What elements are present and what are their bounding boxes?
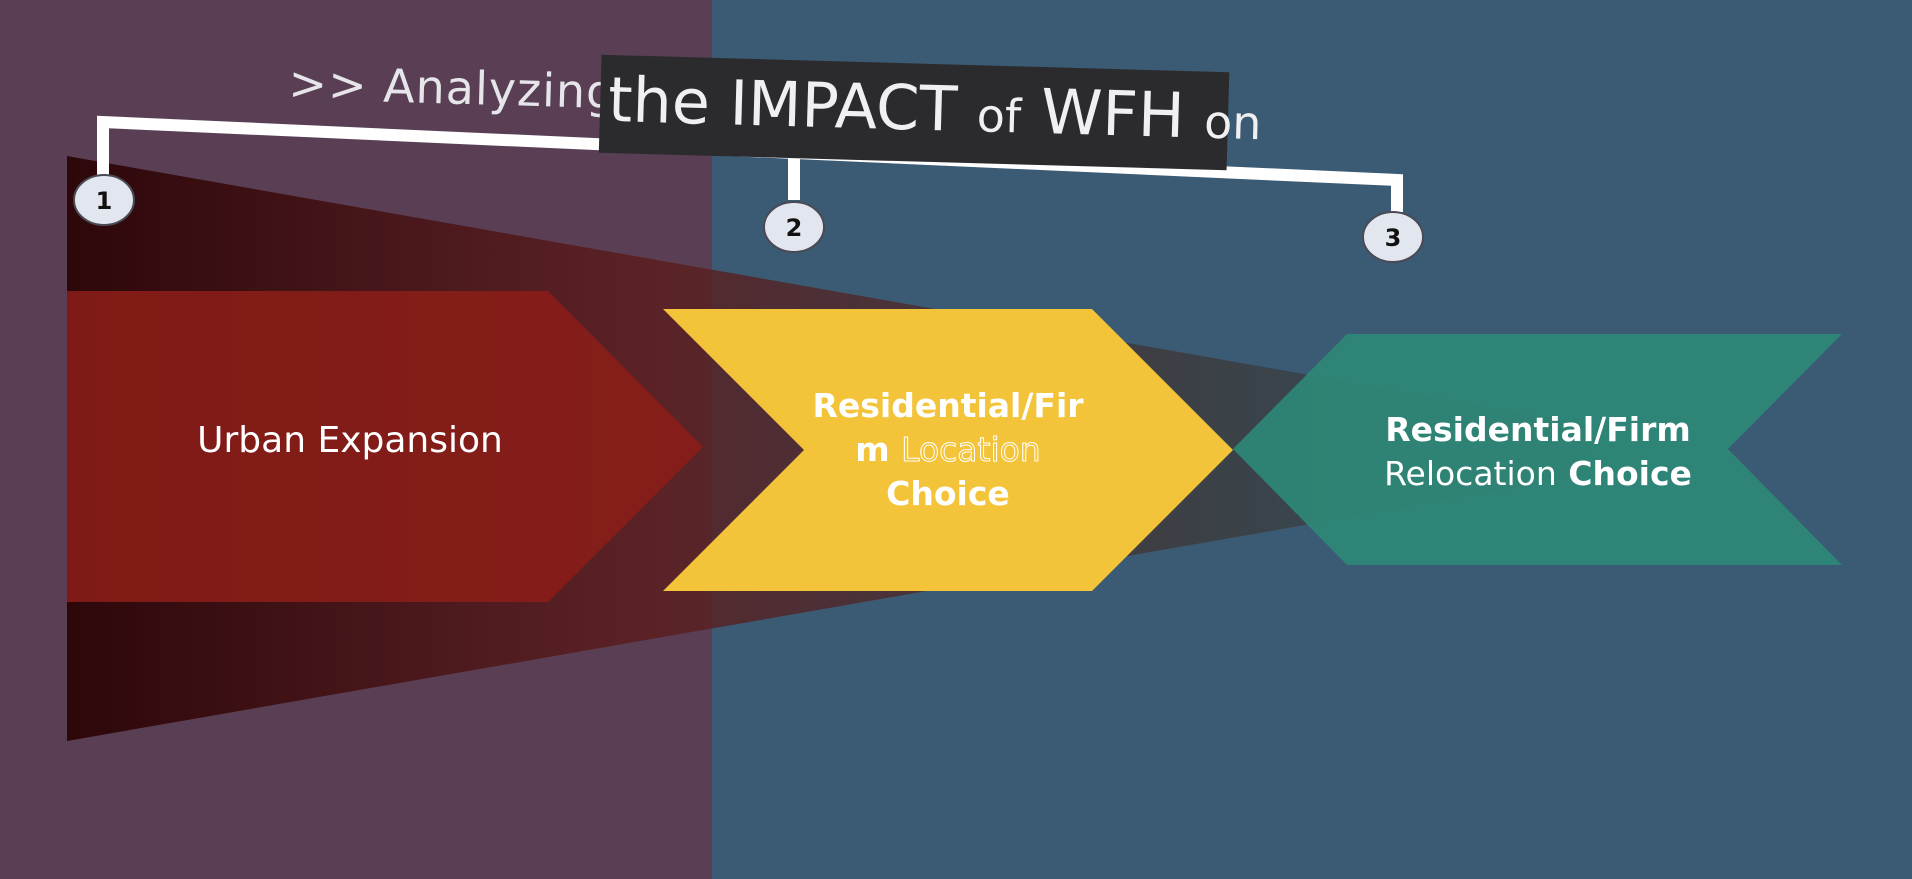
step-3-badge: 3 <box>1362 211 1424 263</box>
step-1-label: Urban Expansion <box>197 420 503 461</box>
step-1-shape <box>67 291 703 602</box>
step-3-label: Residential/Firm Relocation Choice <box>1338 408 1738 496</box>
title-on: on <box>1203 94 1263 151</box>
step-2-line3: Choice <box>886 474 1010 513</box>
step-3-line1: Residential/Firm <box>1385 410 1691 449</box>
step-2-highlight: Location <box>901 430 1042 470</box>
step-3-number: 3 <box>1385 224 1402 252</box>
step-2-badge: 2 <box>763 201 825 253</box>
step-2-shape <box>663 309 1233 591</box>
step-2-number: 2 <box>786 214 803 242</box>
step-2-line1: Residential/Firm <box>812 386 1084 469</box>
title-the-impact: the IMPACT <box>607 62 959 146</box>
step-2-label: Residential/Firm Location Choice <box>808 384 1088 516</box>
step-3-shape <box>1233 334 1842 565</box>
step-3-highlight: Relocation <box>1384 454 1557 493</box>
title-of: of <box>976 88 1022 144</box>
title-wfh: WFH <box>1040 75 1186 153</box>
step-3-line2-end: Choice <box>1568 454 1692 493</box>
title-prefix: >> Analyzing <box>287 56 618 120</box>
step-1-number: 1 <box>96 187 113 215</box>
slide-title: >> Analyzing the IMPACT of WFH on <box>286 40 1262 197</box>
step-1-badge: 1 <box>73 174 135 226</box>
